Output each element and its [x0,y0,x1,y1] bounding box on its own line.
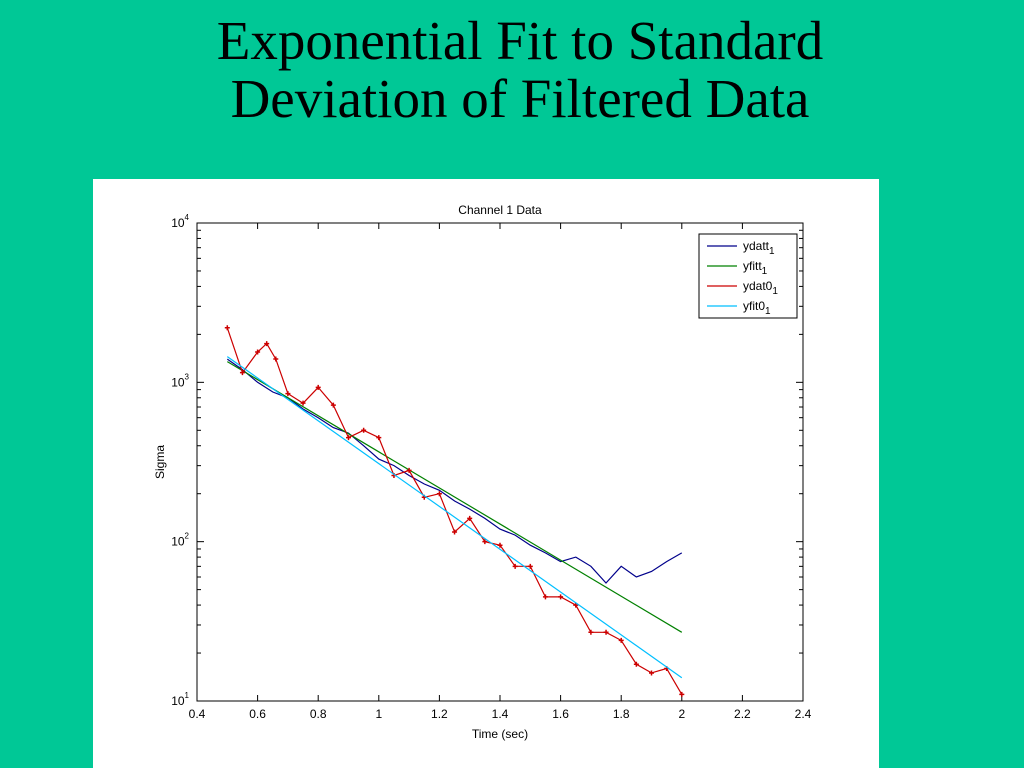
data-point-ydat01 [558,594,564,600]
data-point-ydat01 [315,384,321,390]
data-point-ydat01 [452,529,458,535]
y-tick-exponent: 2 [185,532,190,541]
x-tick-label: 0.6 [249,707,266,721]
slide-title: Exponential Fit to Standard Deviation of… [0,12,1024,128]
x-tick-label: 1 [375,707,382,721]
legend-name: ydat0 [743,279,773,293]
series-line-yfitt1 [226,361,683,633]
legend-subscript: 1 [769,246,775,257]
y-tick-base: 10 [171,694,185,708]
legend-subscript: 1 [772,286,778,297]
series-line-yfit01 [226,356,683,679]
data-point-ydat01 [588,629,594,635]
data-point-ydat01 [436,491,442,497]
data-point-ydat01 [482,539,488,545]
legend-subscript: 1 [762,266,768,277]
legend-label-ydat01: ydat01 [743,279,778,297]
data-point-ydat01 [618,637,624,643]
data-point-ydat01 [273,356,279,362]
series-line-ydat01 [226,327,683,695]
data-point-ydat01 [527,563,533,569]
chart-figure: 0.4 0.6 0.8 1 1.2 1.4 1.6 1.8 2 2.2 2.4 101 102 103 10… [93,179,879,768]
y-tick-exponent: 3 [185,372,190,381]
x-tick-label: 1.8 [613,707,630,721]
data-point-ydat01 [285,391,291,397]
data-point-ydat01 [376,435,382,441]
data-point-ydat01 [497,542,503,548]
y-tick-exponent: 1 [185,691,190,700]
slide-title-line1: Exponential Fit to Standard [216,10,824,71]
chart-svg: 0.4 0.6 0.8 1 1.2 1.4 1.6 1.8 2 2.2 2.410110210310… [153,203,812,741]
data-point-ydat01 [264,341,270,347]
y-tick-label: 103 [171,372,189,389]
slide-title-line2: Deviation of Filtered Data [230,68,810,129]
data-point-ydat01 [649,670,654,676]
data-point-ydat01 [603,629,609,635]
data-point-ydat01 [361,427,367,433]
data-point-ydat01 [255,349,261,355]
x-tick-label: 0.8 [310,707,327,721]
chart-title: Channel 1 Data [458,203,542,217]
data-point-ydat01 [239,370,245,376]
legend-label-ydatt1: ydatt1 [743,239,775,257]
data-point-ydat01 [542,594,548,600]
legend-label-yfitt1: yfitt1 [743,259,768,277]
y-tick-label: 102 [171,532,189,549]
x-axis-label: Time (sec) [472,727,528,741]
data-point-ydat01 [346,435,351,441]
x-tick-label: 2 [678,707,685,721]
data-point-ydat01 [330,402,336,408]
data-point-ydat01 [512,563,518,569]
legend-name: yfitt [743,259,762,273]
x-tick-label: 2.4 [795,707,812,721]
data-point-ydat01 [406,467,412,473]
x-tick-label: 1.4 [492,707,509,721]
x-tick-label: 1.2 [431,707,448,721]
legend-label-yfit01: yfit01 [743,299,771,317]
series-line-ydatt1 [226,358,683,584]
legend-name: yfit0 [743,299,765,313]
data-point-ydat01 [300,400,306,406]
x-tick-label: 2.2 [734,707,751,721]
data-point-ydat01 [467,515,473,521]
legend-name: ydatt [743,239,770,253]
x-tick-label: 0.4 [189,707,206,721]
y-axis-label: Sigma [153,445,167,479]
legend-box [698,233,798,319]
y-tick-label: 104 [171,213,189,230]
y-tick-base: 10 [171,535,185,549]
y-tick-exponent: 4 [185,213,190,222]
y-tick-base: 10 [171,375,185,389]
data-point-ydat01 [633,661,639,667]
y-tick-label: 101 [171,691,189,708]
legend-subscript: 1 [765,306,771,317]
data-point-ydat01 [224,325,230,331]
data-point-ydat01 [679,691,685,697]
y-tick-base: 10 [171,216,185,230]
x-tick-label: 1.6 [552,707,569,721]
